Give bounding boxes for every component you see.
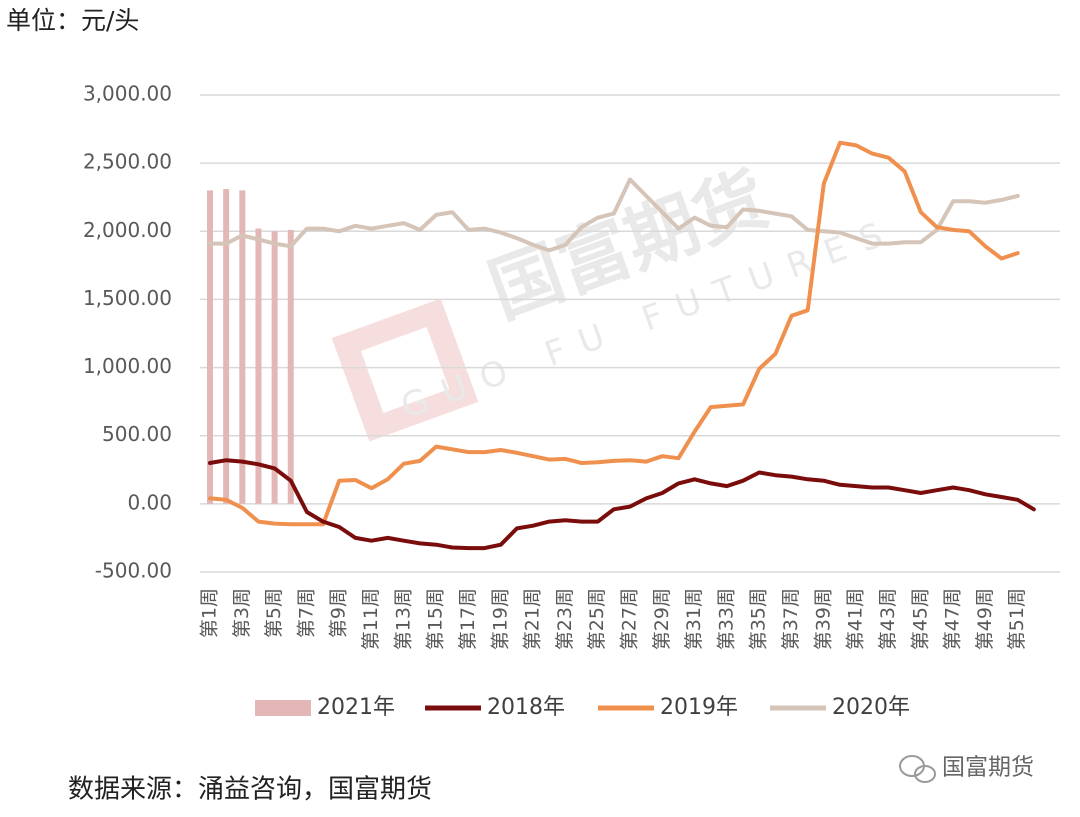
x-tick-label: 第1周 xyxy=(199,588,221,638)
brand: 国富期货 xyxy=(942,755,1034,781)
brand-icon xyxy=(914,765,936,783)
x-tick-label: 第21周 xyxy=(522,588,544,650)
x-tick-label: 第35周 xyxy=(748,588,770,650)
y-tick-label: 1,500.00 xyxy=(83,286,172,310)
x-tick-label: 第29周 xyxy=(651,588,673,650)
y-tick-label: 500.00 xyxy=(102,422,172,446)
y-tick-label: -500.00 xyxy=(95,559,172,583)
watermark-logo xyxy=(331,298,479,442)
x-tick-label: 第9周 xyxy=(328,588,350,638)
x-tick-label: 第43周 xyxy=(877,588,899,650)
x-tick-label: 第17周 xyxy=(457,588,479,650)
x-tick-label: 第33周 xyxy=(715,588,737,650)
x-tick-label: 第15周 xyxy=(425,588,447,650)
legend-swatch xyxy=(255,700,311,716)
bar xyxy=(271,231,278,504)
legend-label: 2021年 xyxy=(317,695,395,720)
brand-logo xyxy=(899,755,936,783)
x-tick-label: 第13周 xyxy=(392,588,414,650)
legend-label: 2020年 xyxy=(832,695,910,720)
x-tick-label: 第47周 xyxy=(942,588,964,650)
x-tick-label: 第7周 xyxy=(295,588,317,638)
y-tick-label: 3,000.00 xyxy=(83,82,172,106)
bar xyxy=(207,190,213,504)
line xyxy=(208,458,1036,551)
legend-label: 2019年 xyxy=(660,695,738,720)
watermark-logo-inner xyxy=(360,327,450,413)
x-tick-label: 第45周 xyxy=(909,588,931,650)
unit-label: 单位：元/头 xyxy=(6,6,139,35)
x-tick-label: 第23周 xyxy=(554,588,576,650)
bar xyxy=(223,189,230,504)
y-tick-label: 1,000.00 xyxy=(83,354,172,378)
bar xyxy=(255,228,262,504)
line xyxy=(208,177,1020,253)
legend-label: 2018年 xyxy=(487,695,565,720)
x-tick-label: 第37周 xyxy=(780,588,802,650)
y-tick-label: 2,000.00 xyxy=(83,218,172,242)
line xyxy=(208,140,1020,527)
x-tick-label: 第5周 xyxy=(263,588,285,638)
x-tick-label: 第31周 xyxy=(683,588,705,650)
x-tick-label: 第3周 xyxy=(231,588,253,638)
y-tick-label: 0.00 xyxy=(127,490,172,514)
x-tick-label: 第11周 xyxy=(360,588,382,650)
plot: -500.00 0.00 500.00 1,000.00 1,500.00 2,000.0… xyxy=(83,82,1060,720)
y-tick-label: 2,500.00 xyxy=(83,150,172,174)
bar xyxy=(287,229,294,504)
x-tick-label: 第41周 xyxy=(845,588,867,650)
x-tick-label: 第49周 xyxy=(974,588,996,650)
x-tick-label: 第25周 xyxy=(586,588,608,650)
source: 数据来源：涌益咨询，国富期货 xyxy=(68,775,432,805)
x-tick-label: 第19周 xyxy=(489,588,511,650)
x-tick-label: 第39周 xyxy=(812,588,834,650)
x-tick-label: 第51周 xyxy=(1006,588,1028,650)
x-tick-label: 第27周 xyxy=(619,588,641,650)
bar xyxy=(239,190,246,504)
